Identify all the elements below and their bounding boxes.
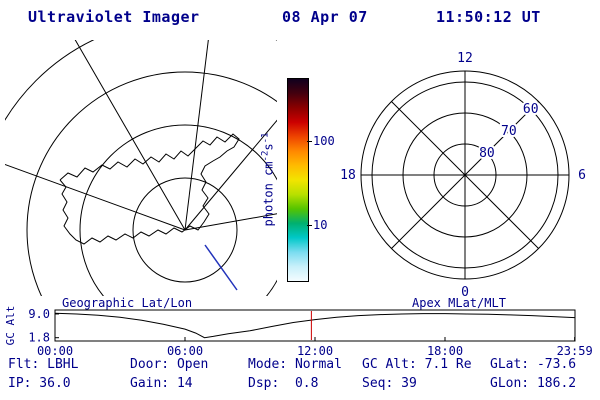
- latitude-ring: [26, 71, 277, 296]
- colorbar-scale: 100 10: [306, 78, 352, 280]
- x-tick-label: 00:00: [37, 344, 73, 358]
- mlt-hour-label: 6: [578, 168, 586, 183]
- header-time: 11:50:12 UT: [436, 8, 541, 26]
- latitude-ring: [132, 177, 238, 283]
- x-tick-label: 18:00: [427, 344, 463, 358]
- colorbar-tick-label: 10: [306, 218, 328, 233]
- latitude-ring: [79, 124, 277, 296]
- mlt-spoke: [464, 101, 539, 176]
- altitude-strip-chart: 9.0 1.800:00 06:00 12:00 18:00 23:59 GC Alt: [4, 306, 593, 358]
- mlat-ring-label: 80: [479, 146, 495, 161]
- mlt-spoke: [464, 174, 539, 249]
- mlt-hour-label: 18: [340, 168, 356, 183]
- y-tick-label: 1.8: [28, 331, 50, 345]
- colorbar: [287, 78, 309, 282]
- status-ip: IP: 36.0: [8, 376, 71, 391]
- status-glon: GLon: 186.2: [490, 376, 577, 391]
- geographic-plot-title: Geographic Lat/Lon: [62, 296, 193, 310]
- status-gc-alt: GC Alt: 7.1 Re: [362, 357, 472, 372]
- status-mode: Mode: Normal: [248, 357, 342, 372]
- unit-text: photon cm: [261, 161, 276, 227]
- mlt-spoke: [391, 101, 466, 176]
- altitude-curve: [54, 312, 575, 339]
- spacecraft-track: [204, 244, 238, 291]
- status-flt: Flt: LBHL: [8, 357, 79, 372]
- apex-plot-title: Apex MLat/MLT: [412, 296, 506, 310]
- unit-text: s: [261, 143, 276, 151]
- x-tick-label: 23:59: [557, 344, 593, 358]
- geographic-plot: [5, 40, 277, 296]
- meridian-line: [184, 40, 209, 231]
- colorbar-tick-label: 100: [307, 133, 335, 148]
- y-tick-label: 9.0: [28, 307, 50, 321]
- header-date: 08 Apr 07: [282, 8, 368, 26]
- status-seq: Seq: 39: [362, 376, 417, 391]
- mlt-hour-label: 12: [457, 51, 473, 66]
- status-dsp: Dsp: 0.8: [248, 376, 319, 391]
- meridian-line: [74, 40, 186, 231]
- unit-exponent: -1: [260, 132, 271, 144]
- x-tick-label: 12:00: [297, 344, 333, 358]
- y-axis-label: GC Alt: [4, 306, 17, 346]
- meridian-line: [184, 119, 277, 231]
- unit-exponent: -2: [260, 150, 271, 162]
- mlt-spoke: [391, 174, 466, 249]
- apex-plot: 80 70 60 12 6 18 0: [340, 51, 586, 300]
- mlt-hour-label: 0: [461, 285, 469, 300]
- status-glat: GLat: -73.6: [490, 357, 577, 372]
- coastline: [59, 133, 240, 245]
- status-gain: Gain: 14: [130, 376, 193, 391]
- meridian-line: [5, 163, 186, 231]
- colorbar-unit-label: photon cm-2s-1: [261, 80, 276, 280]
- mlat-ring-label: 70: [501, 124, 517, 139]
- app-title: Ultraviolet Imager: [28, 8, 200, 26]
- status-door: Door: Open: [130, 357, 209, 372]
- mlat-ring-label: 60: [523, 102, 539, 117]
- meridian-line: [184, 213, 277, 231]
- x-tick-label: 06:00: [167, 344, 203, 358]
